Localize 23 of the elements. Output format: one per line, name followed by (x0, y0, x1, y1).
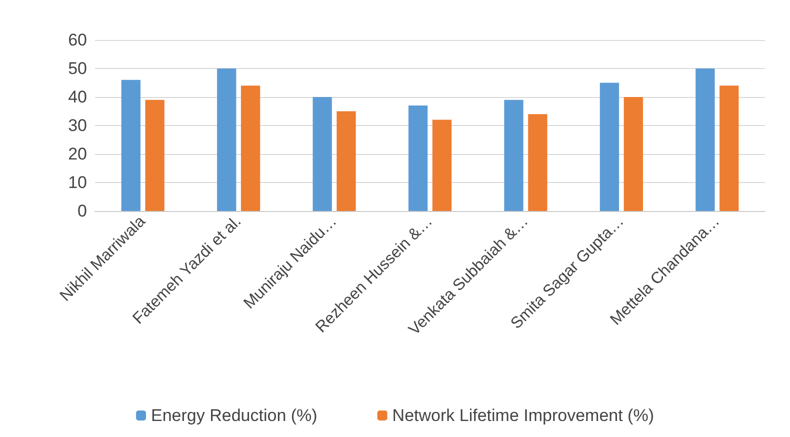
bar (504, 100, 524, 211)
bar (121, 80, 140, 211)
bar (432, 120, 452, 211)
legend-label: Energy Reduction (%) (151, 406, 318, 425)
y-tick-label: 10 (68, 173, 87, 192)
y-tick-label: 50 (68, 59, 87, 78)
bar (720, 86, 739, 211)
y-tick-label: 20 (68, 144, 87, 164)
y-tick-label: 40 (68, 88, 87, 106)
bar (312, 97, 332, 211)
bar (600, 82, 620, 211)
bar (217, 68, 236, 211)
bar (528, 114, 548, 211)
y-tick-label: 30 (68, 116, 87, 135)
bar (696, 68, 715, 211)
bar (336, 111, 356, 211)
y-tick-label: 0 (78, 202, 87, 220)
legend-label: Network Lifetime Improvement (%) (392, 406, 654, 425)
bar (408, 106, 428, 211)
bar (145, 100, 164, 211)
bar (624, 97, 643, 211)
bar (240, 86, 260, 211)
y-tick-label: 60 (68, 30, 87, 50)
